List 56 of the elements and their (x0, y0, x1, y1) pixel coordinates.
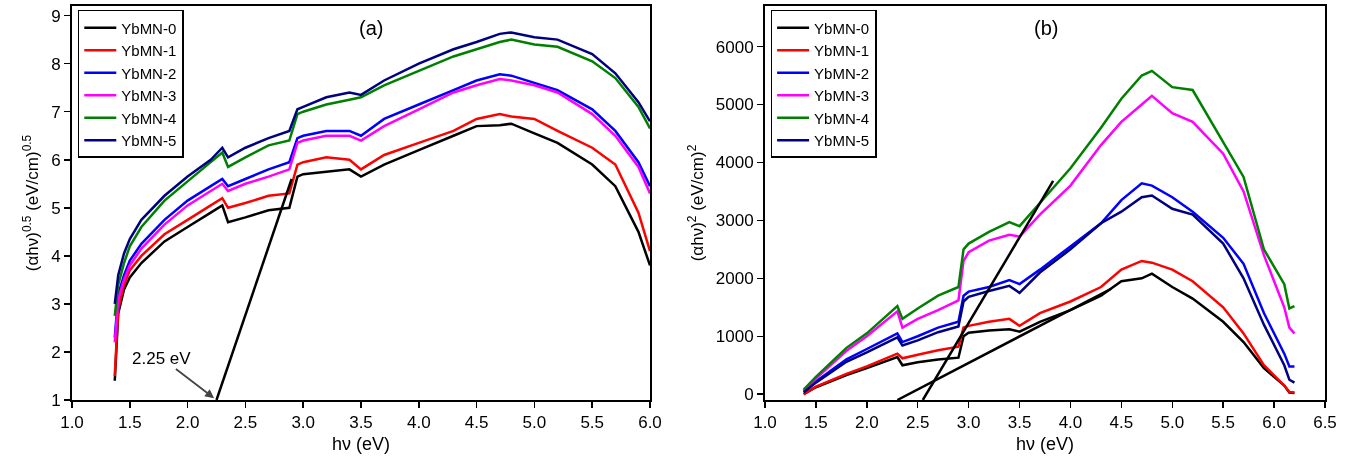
x-tick-label: 4.5 (464, 413, 489, 433)
legend-label: YbMN-2 (121, 64, 177, 82)
y-tick-label: 7 (51, 102, 61, 122)
x-tick-label: 4.0 (406, 413, 431, 433)
y-tick-label: 4000 (715, 153, 754, 173)
x-tick-label: 4.5 (1109, 413, 1134, 433)
x-tick-label: 3.5 (1007, 413, 1032, 433)
y-tick-label: 1 (51, 390, 61, 410)
legend-label: YbMN-5 (814, 132, 870, 150)
annotation: 2.25 eV (132, 349, 192, 368)
x-tick-label: 1.0 (60, 413, 84, 433)
x-tick-label: 2.0 (175, 413, 200, 433)
legend-label: YbMN-3 (121, 87, 177, 105)
legend-label: YbMN-3 (814, 87, 870, 105)
x-tick-label: 3.0 (291, 413, 316, 433)
legend-label: YbMN-1 (121, 42, 177, 60)
y-tick-label: 5 (51, 198, 61, 218)
x-tick-label: 5.0 (522, 413, 547, 433)
x-tick-label: 2.5 (905, 413, 930, 433)
x-tick-label: 1.5 (804, 413, 828, 433)
text: (b) (1034, 16, 1059, 39)
x-tick-label: 6.0 (1262, 413, 1286, 433)
legend-label: YbMN-2 (814, 64, 870, 82)
x-tick-label: 6.0 (638, 413, 662, 433)
x-axis-title: hν (eV) (1015, 434, 1075, 454)
legend-label: YbMN-1 (814, 42, 870, 60)
x-tick-label: 2.0 (855, 413, 879, 433)
legend-label: YbMN-5 (121, 132, 177, 150)
y-tick-label: 3 (51, 294, 61, 314)
x-tick-label: 1.0 (753, 413, 777, 433)
x-tick-label: 3.5 (349, 413, 373, 433)
x-tick-label: 4.0 (1058, 413, 1083, 433)
y-tick-label: 6000 (715, 37, 754, 57)
y-tick-label: 8 (51, 54, 61, 74)
y-tick-label: 2 (51, 342, 61, 362)
x-tick-label: 5.0 (1160, 413, 1185, 433)
text: (a) (359, 16, 384, 39)
y-tick-label: 2000 (715, 269, 754, 289)
x-tick-label: 5.5 (580, 413, 605, 433)
legend-label: YbMN-4 (814, 109, 870, 127)
y-tick-label: 4 (51, 246, 61, 266)
y-tick-label: 5000 (715, 95, 754, 115)
y-tick-label: 3000 (715, 211, 754, 231)
x-tick-label: 2.5 (233, 413, 258, 433)
x-tick-label: 1.5 (117, 413, 142, 433)
x-tick-label: 3.0 (956, 413, 981, 433)
x-tick-label: 5.5 (1211, 413, 1235, 433)
y-tick-label: 6 (51, 150, 61, 170)
y-tick-label: 0 (744, 385, 754, 405)
legend-label: YbMN-4 (121, 109, 177, 127)
x-tick-label: 6.5 (1313, 413, 1337, 433)
x-axis-title: hν (eV) (331, 434, 391, 454)
y-tick-label: 1000 (715, 327, 754, 347)
y-tick-label: 9 (51, 6, 61, 26)
legend-label: YbMN-0 (121, 19, 177, 37)
legend-label: YbMN-0 (814, 19, 870, 37)
